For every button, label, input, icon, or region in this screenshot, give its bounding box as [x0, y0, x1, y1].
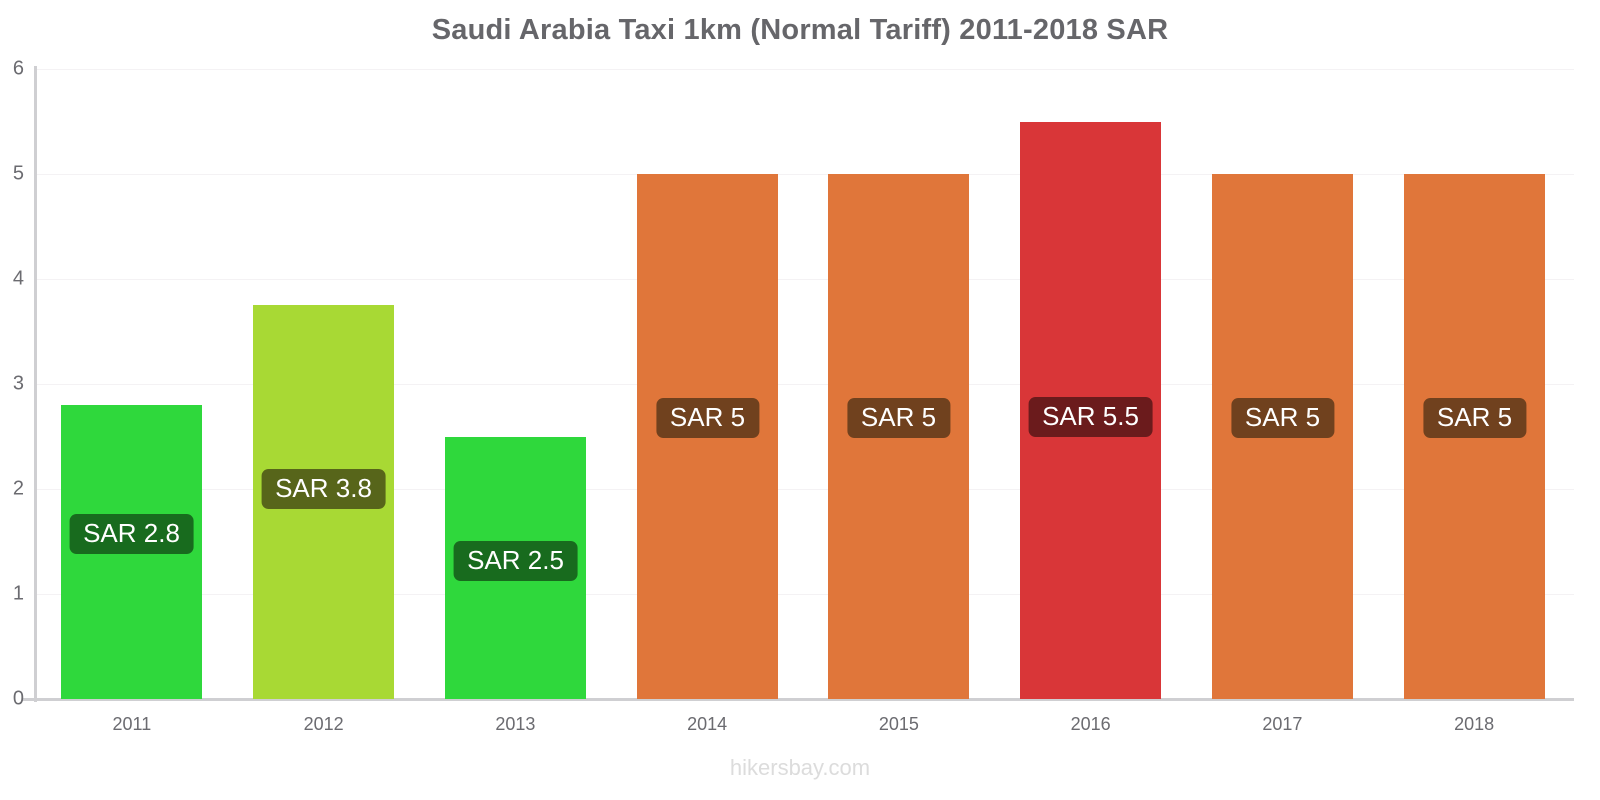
bar-value-label: SAR 5 — [655, 398, 760, 438]
x-axis-tick-label: 2014 — [687, 714, 728, 734]
gridline — [36, 489, 1574, 490]
bar[interactable]: SAR 5.5 — [1020, 121, 1161, 699]
bar-value-label: SAR 5 — [1230, 398, 1335, 438]
bar-value-label: SAR 2.5 — [453, 541, 578, 581]
x-axis-line — [22, 698, 1574, 701]
bar[interactable]: SAR 2.5 — [445, 436, 586, 699]
y-axis-tick-label: 5 — [12, 162, 24, 185]
x-axis-tick-label: 2015 — [878, 714, 919, 734]
source-watermark: hikersbay.com — [729, 755, 871, 780]
bar-value-label: SAR 3.8 — [261, 469, 386, 509]
bar[interactable]: SAR 3.8 — [253, 305, 394, 699]
y-axis-line — [34, 66, 37, 702]
y-axis-tick-label: 6 — [12, 57, 24, 80]
x-axis-tick-label: 2016 — [1070, 714, 1111, 734]
bar[interactable]: SAR 5 — [1404, 174, 1545, 699]
x-axis-tick-label: 2018 — [1454, 714, 1495, 734]
x-axis-tick-label: 2012 — [303, 714, 344, 734]
bar-value-label: SAR 5.5 — [1028, 397, 1153, 437]
y-axis-tick-label: 0 — [12, 687, 24, 710]
chart-title: Saudi Arabia Taxi 1km (Normal Tariff) 20… — [431, 14, 1169, 46]
gridline — [36, 279, 1574, 280]
x-axis-tick-label: 2011 — [112, 714, 152, 734]
gridline — [36, 174, 1574, 175]
x-axis-tick-label: 2013 — [495, 714, 536, 734]
bar-value-label: SAR 5 — [846, 398, 951, 438]
bar[interactable]: SAR 5 — [828, 174, 969, 699]
bar[interactable]: SAR 2.8 — [61, 405, 202, 699]
y-axis-tick-label: 4 — [12, 267, 24, 290]
y-axis-tick-label: 1 — [12, 582, 24, 605]
gridline — [36, 69, 1574, 70]
gridline — [36, 384, 1574, 385]
y-axis-tick-label: 3 — [12, 372, 24, 395]
x-axis-tick-label: 2017 — [1262, 714, 1303, 734]
bar[interactable]: SAR 5 — [637, 174, 778, 699]
gridline — [36, 594, 1574, 595]
bar[interactable]: SAR 5 — [1212, 174, 1353, 699]
y-axis-tick-label: 2 — [12, 477, 24, 500]
bar-value-label: SAR 2.8 — [69, 514, 194, 554]
bar-value-label: SAR 5 — [1422, 398, 1527, 438]
